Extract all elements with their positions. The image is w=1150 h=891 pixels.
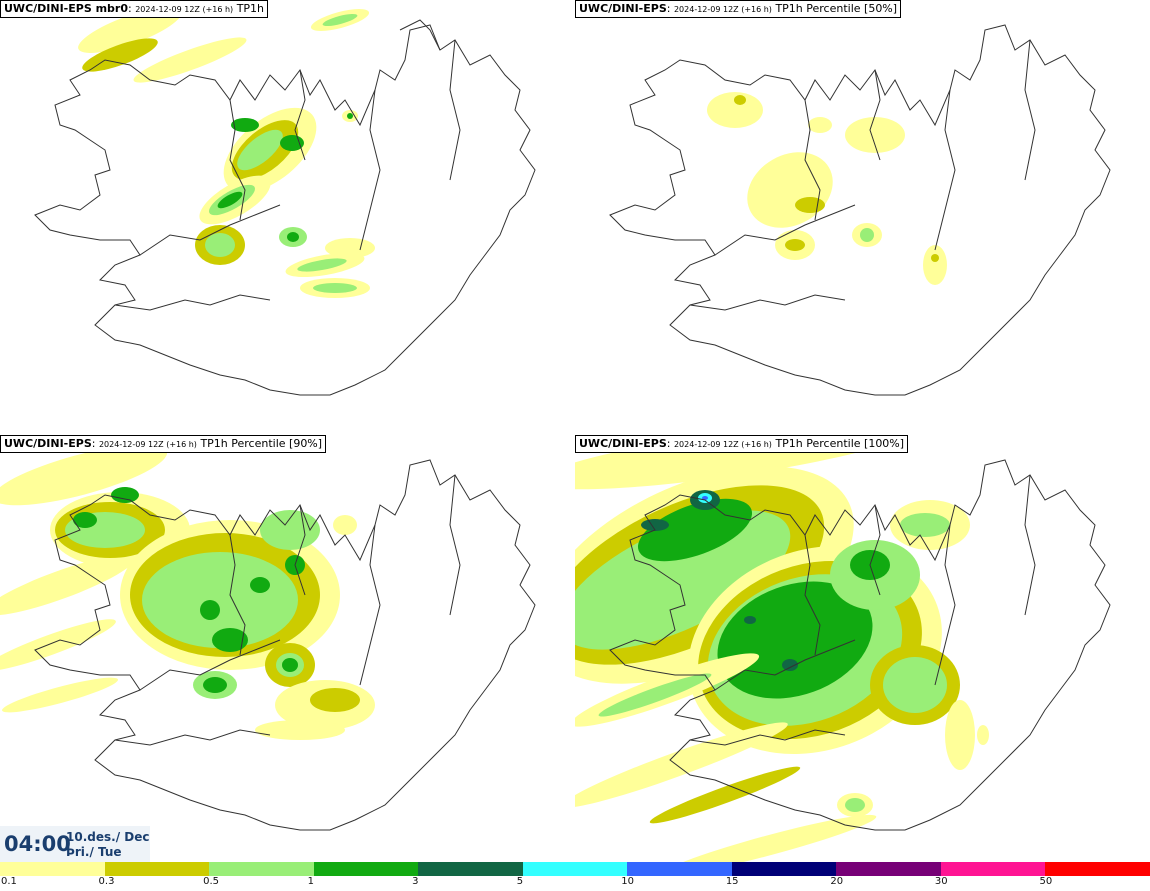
precip-field	[0, 444, 375, 740]
map-panel-p50: UWC/DINI-EPS: 2024-12-09 12Z (+16 h) TP1…	[575, 0, 1150, 435]
color-scale-legend	[0, 862, 1150, 876]
legend-tick-label: 20	[830, 876, 844, 887]
map-panel-p100: UWC/DINI-EPS: 2024-12-09 12Z (+16 h) TP1…	[575, 435, 1150, 870]
legend-swatch	[104, 862, 210, 876]
legend-swatch	[627, 862, 733, 876]
panel-title: UWC/DINI-EPS: 2024-12-09 12Z (+16 h) TP1…	[0, 435, 327, 453]
legend-swatch	[418, 862, 524, 876]
panel-title: UWC/DINI-EPS mbr0: 2024-12-09 12Z (+16 h…	[0, 0, 269, 18]
precip-field	[707, 92, 947, 285]
map-panel-mbr0: UWC/DINI-EPS mbr0: 2024-12-09 12Z (+16 h…	[0, 0, 575, 435]
valid-time-box: 04:00 10.des./ Dec Þri./ Tue	[0, 826, 150, 862]
legend-tick-label: 10	[621, 876, 634, 887]
legend-swatch	[731, 862, 837, 876]
legend-swatch	[0, 862, 105, 876]
legend-tick-label: 3	[412, 876, 419, 887]
legend-tick-label: 15	[725, 876, 739, 887]
iceland-map	[609, 24, 1111, 396]
legend-tick-label: 1	[307, 876, 314, 887]
legend-tick-label: 0.3	[98, 876, 115, 887]
legend-tick-label: 0.1	[1, 876, 17, 887]
legend-tick-label: 5	[516, 876, 524, 887]
precip-field	[78, 7, 375, 298]
valid-date: 10.des./ Dec	[66, 830, 150, 844]
iceland-map	[34, 7, 536, 396]
legend-swatch	[313, 862, 419, 876]
iceland-map	[0, 444, 536, 831]
iceland-map	[575, 435, 1111, 870]
coastline	[609, 459, 1111, 831]
legend-tick-label: 0.5	[203, 876, 219, 887]
legend-swatch	[836, 862, 942, 876]
panel-title: UWC/DINI-EPS: 2024-12-09 12Z (+16 h) TP1…	[575, 435, 909, 453]
legend-swatch	[522, 862, 628, 876]
coastline	[609, 24, 1111, 396]
legend-swatch	[209, 862, 315, 876]
legend-swatch	[1045, 862, 1150, 876]
precip-field	[575, 435, 989, 870]
panel-title: UWC/DINI-EPS: 2024-12-09 12Z (+16 h) TP1…	[575, 0, 902, 18]
legend-tick-label: 30	[934, 876, 948, 887]
legend-swatch	[940, 862, 1046, 876]
valid-time: 04:00	[4, 832, 71, 856]
valid-weekday: Þri./ Tue	[66, 845, 122, 859]
coastline	[34, 19, 536, 396]
coastline	[34, 459, 536, 831]
legend-tick-label: 50	[1039, 876, 1053, 887]
map-panel-p90: UWC/DINI-EPS: 2024-12-09 12Z (+16 h) TP1…	[0, 435, 575, 870]
